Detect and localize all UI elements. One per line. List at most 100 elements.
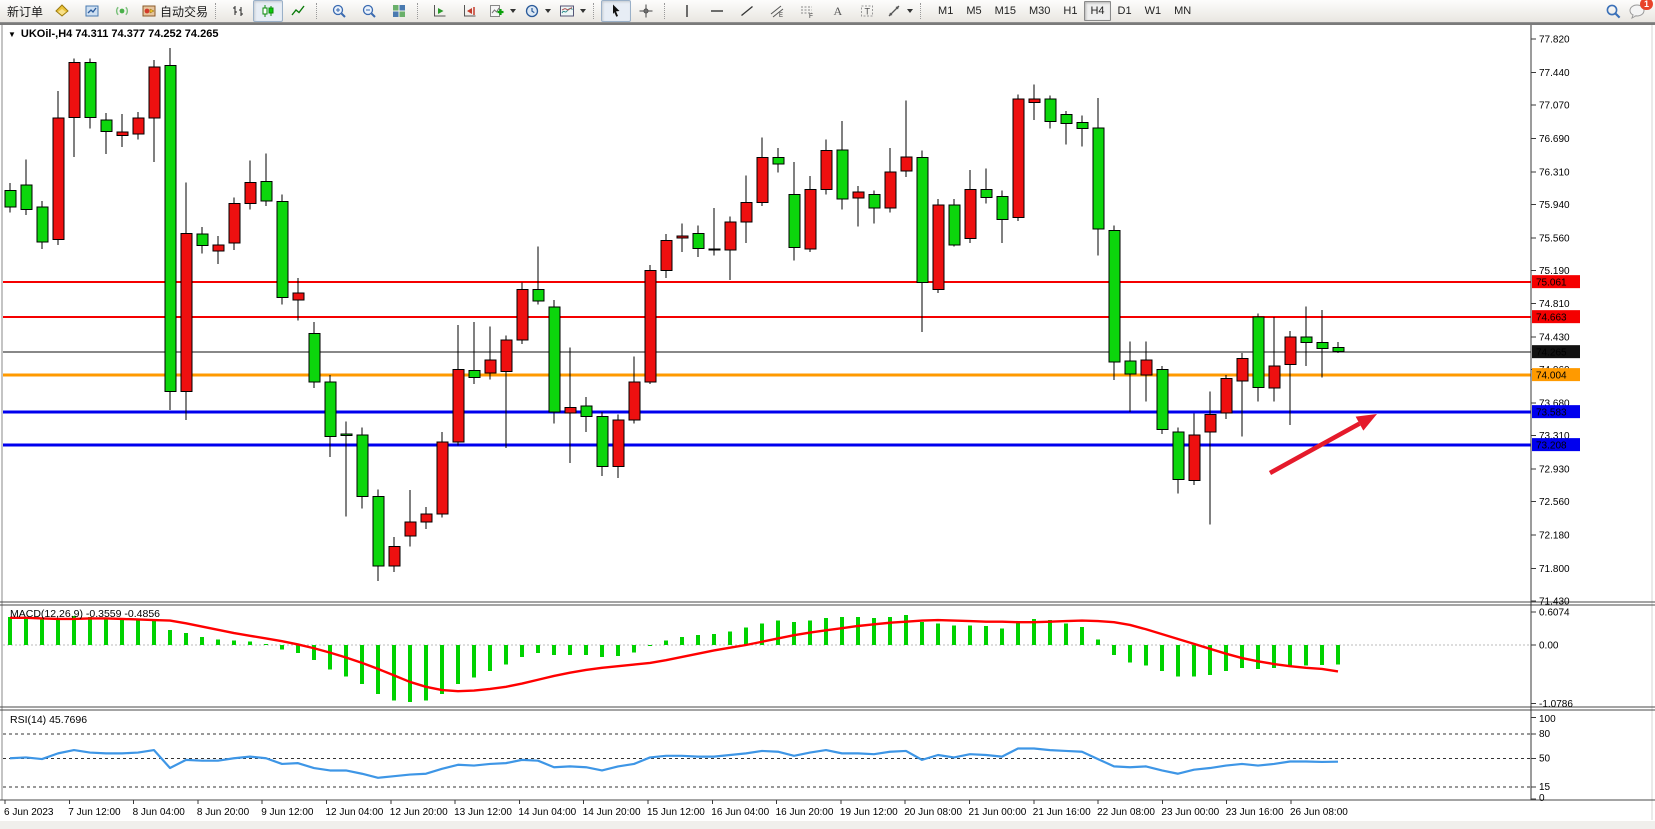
chevron-down-icon: [545, 9, 552, 13]
tab-timeframe-MN[interactable]: MN: [1174, 5, 1192, 17]
toolbar-right: 1: [1605, 0, 1653, 20]
arrows-tool-icon: [888, 5, 900, 17]
search-icon[interactable]: [1605, 3, 1622, 20]
bar-chart-button[interactable]: [223, 0, 253, 22]
signals-button[interactable]: [107, 0, 137, 22]
text-button[interactable]: A: [822, 0, 852, 22]
charts-button[interactable]: [77, 0, 107, 22]
horizontal-level-lines[interactable]: [3, 281, 1531, 447]
chat-button[interactable]: 1: [1628, 0, 1653, 19]
bar-chart-icon: [233, 6, 244, 16]
add-indicator-button[interactable]: [485, 0, 520, 22]
tab-timeframe-W1[interactable]: W1: [1144, 5, 1162, 17]
svg-text:0.00: 0.00: [1539, 641, 1559, 652]
trendline-button[interactable]: [732, 0, 762, 22]
svg-text:74.430: 74.430: [1539, 333, 1570, 344]
chart-canvas[interactable]: 77.820 77.440 77.070 76.690 76.310 75.940 75.5…: [0, 25, 1655, 821]
svg-text:76.310: 76.310: [1539, 167, 1570, 178]
quotes-icon: [55, 4, 69, 17]
autotrading-button[interactable]: 自动交易: [137, 0, 212, 22]
tile-windows-button[interactable]: [384, 0, 414, 22]
tab-timeframe-H1[interactable]: H1: [1063, 5, 1078, 17]
svg-text:19 Jun 12:00: 19 Jun 12:00: [840, 807, 898, 818]
toolbar-separator: [664, 3, 669, 19]
macd-indicator-label: MACD(12,26,9) -0.3559 -0.4856: [10, 608, 160, 620]
svg-text:26 Jun 08:00: 26 Jun 08:00: [1290, 807, 1348, 818]
vertical-line-button[interactable]: [672, 0, 702, 22]
annotation-arrow[interactable]: [1268, 414, 1377, 475]
panel-separators[interactable]: [0, 601, 1655, 801]
svg-text:23 Jun 16:00: 23 Jun 16:00: [1226, 807, 1284, 818]
fibonacci-button[interactable]: F: [792, 0, 822, 22]
svg-text:74.004: 74.004: [1536, 371, 1567, 382]
svg-text:80: 80: [1539, 729, 1551, 740]
zoom-in-button[interactable]: [324, 0, 354, 22]
main-toolbar: 新订单 自动交易: [0, 0, 1655, 25]
tab-timeframe-H4[interactable]: H4: [1084, 1, 1111, 21]
zoom-in-icon: [332, 4, 346, 18]
macd-panel: [3, 615, 1531, 703]
candlestick-chart-button[interactable]: [253, 0, 284, 22]
svg-text:72.930: 72.930: [1539, 465, 1570, 476]
autotrading-icon: [142, 5, 156, 17]
svg-text:77.070: 77.070: [1539, 100, 1570, 111]
toolbar-separator: [593, 3, 598, 19]
time-axis[interactable]: 6 Jun 2023 7 Jun 12:00 8 Jun 04:00 8 Jun 20…: [4, 800, 1348, 818]
tab-timeframe-D1[interactable]: D1: [1117, 5, 1132, 17]
arrows-tool-button[interactable]: [882, 0, 917, 22]
zoom-out-icon: [362, 4, 376, 18]
svg-text:75.940: 75.940: [1539, 200, 1570, 211]
tab-timeframe-M1[interactable]: M1: [938, 5, 954, 17]
vertical-line-icon: [686, 5, 688, 17]
svg-text:73.583: 73.583: [1536, 408, 1567, 419]
channel-button[interactable]: E: [762, 0, 792, 22]
svg-text:74.663: 74.663: [1536, 313, 1567, 324]
timeframe-switcher: M1 M5 M15 M30 H1 H4 D1 W1 MN: [932, 1, 1197, 21]
text-label-button[interactable]: T: [852, 0, 882, 22]
fibonacci-icon: F: [801, 6, 813, 19]
svg-text:74.810: 74.810: [1539, 299, 1570, 310]
cursor-icon: [613, 4, 620, 17]
cursor-button[interactable]: [601, 0, 632, 22]
price-tags: 75.061 74.663 74.265 74.004 73.583 73.208: [1532, 275, 1580, 452]
chart-shift-button[interactable]: [455, 0, 485, 22]
autotrading-label: 自动交易: [160, 4, 209, 19]
crosshair-icon: [639, 4, 653, 18]
tab-timeframe-M5[interactable]: M5: [966, 5, 982, 17]
svg-text:8 Jun 20:00: 8 Jun 20:00: [197, 807, 250, 818]
templates-button[interactable]: [555, 0, 590, 22]
svg-text:22 Jun 08:00: 22 Jun 08:00: [1097, 807, 1155, 818]
svg-text:20 Jun 08:00: 20 Jun 08:00: [904, 807, 962, 818]
periods-button[interactable]: [520, 0, 555, 22]
chart-title-bar: ▼ UKOil-,H4 74.311 74.377 74.252 74.265: [8, 28, 218, 40]
quotes-button[interactable]: [47, 0, 77, 22]
svg-text:76.690: 76.690: [1539, 134, 1570, 145]
auto-scroll-button[interactable]: [425, 0, 455, 22]
tab-timeframe-M30[interactable]: M30: [1029, 5, 1051, 17]
svg-text:-1.0786: -1.0786: [1539, 699, 1573, 710]
line-chart-button[interactable]: [283, 0, 313, 22]
svg-text:F: F: [809, 13, 813, 19]
svg-text:A: A: [834, 4, 843, 18]
rsi-indicator-label: RSI(14) 45.7696: [10, 714, 87, 726]
svg-text:T: T: [865, 7, 871, 17]
new-order-button[interactable]: 新订单: [3, 0, 47, 22]
svg-text:14 Jun 20:00: 14 Jun 20:00: [583, 807, 641, 818]
toolbar-separator: [215, 3, 220, 19]
zoom-out-button[interactable]: [354, 0, 384, 22]
chart-title-text: UKOil-,H4 74.311 74.377 74.252 74.265: [20, 28, 219, 40]
svg-text:75.190: 75.190: [1539, 266, 1570, 277]
auto-scroll-icon: [434, 5, 446, 17]
candlestick-chart-icon: [262, 5, 274, 17]
one-click-collapse-icon[interactable]: ▼: [8, 29, 16, 39]
svg-text:21 Jun 16:00: 21 Jun 16:00: [1033, 807, 1091, 818]
svg-text:E: E: [779, 13, 783, 19]
horizontal-line-button[interactable]: [702, 0, 732, 22]
crosshair-button[interactable]: [631, 0, 661, 22]
svg-text:7 Jun 12:00: 7 Jun 12:00: [68, 807, 121, 818]
chart-frame: [1, 25, 1653, 820]
svg-text:9 Jun 12:00: 9 Jun 12:00: [261, 807, 314, 818]
svg-text:71.430: 71.430: [1539, 597, 1570, 608]
svg-text:14 Jun 04:00: 14 Jun 04:00: [518, 807, 576, 818]
tab-timeframe-M15[interactable]: M15: [994, 5, 1016, 17]
